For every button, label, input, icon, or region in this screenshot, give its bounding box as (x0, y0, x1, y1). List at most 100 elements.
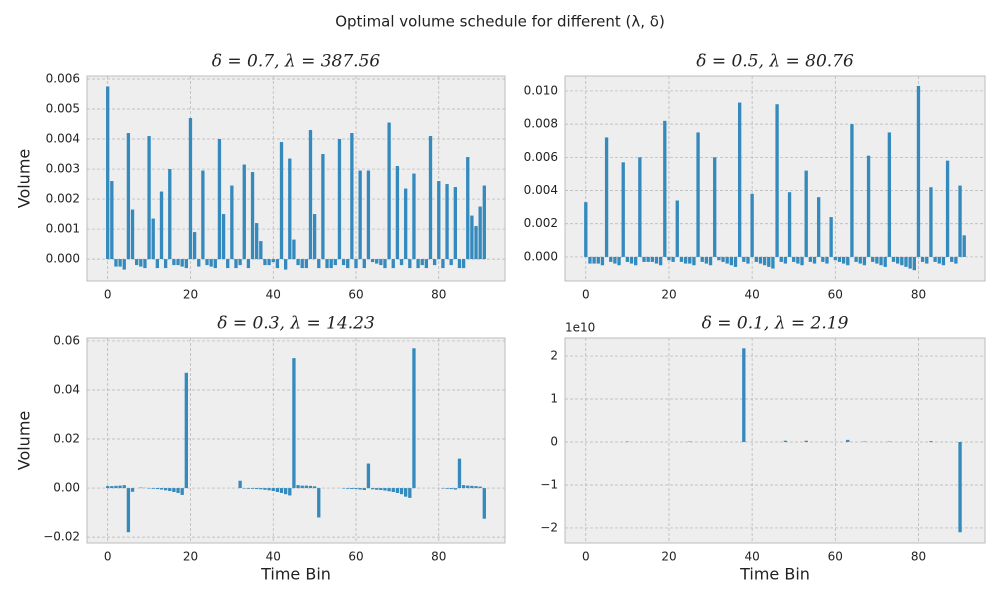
bar (929, 187, 933, 257)
bar (445, 184, 449, 260)
bar (217, 139, 222, 260)
y-axis-label: Volume (15, 149, 34, 209)
y-tick-label: 0.00 (53, 481, 80, 495)
bar (750, 193, 754, 257)
bar (871, 256, 875, 262)
bar (437, 181, 441, 260)
x-axis-label: Time Bin (260, 565, 331, 584)
bar (713, 157, 717, 257)
bar (184, 259, 188, 269)
bar (370, 488, 375, 490)
bar (399, 488, 404, 495)
y-tick-label: 1 (550, 392, 558, 406)
x-tick-label: 40 (266, 288, 281, 302)
bar (950, 256, 954, 262)
bar (941, 256, 946, 266)
y-tick-label: 0.000 (46, 252, 80, 266)
bar (209, 259, 213, 267)
bar (234, 259, 238, 269)
bar (308, 485, 313, 489)
bar (383, 259, 387, 269)
bar (408, 488, 412, 498)
bar (358, 488, 362, 490)
bar (192, 232, 197, 260)
bar (172, 259, 176, 266)
bar (725, 256, 729, 264)
bar (283, 259, 288, 270)
bar (721, 256, 725, 262)
bar (771, 256, 775, 269)
bar (122, 259, 126, 270)
bar (592, 256, 596, 264)
bar (958, 442, 962, 533)
bar (308, 130, 313, 260)
y-tick-label: 0.001 (46, 222, 80, 236)
bar (609, 256, 613, 262)
bar (783, 256, 788, 264)
bar (317, 259, 321, 269)
plot-area (564, 337, 986, 544)
y-tick-label: 0.002 (524, 216, 558, 230)
subplot-title: δ = 0.5, λ = 80.76 (696, 52, 854, 72)
bar (696, 132, 700, 257)
bar (354, 488, 358, 490)
bar (366, 170, 371, 260)
bar (221, 214, 226, 260)
bar (292, 358, 296, 489)
bar (387, 122, 391, 260)
bar (312, 486, 317, 489)
bar (708, 256, 713, 266)
bar (692, 256, 696, 266)
bar (904, 256, 908, 267)
bar (683, 256, 688, 264)
bar (250, 488, 255, 489)
x-tick-label: 80 (431, 288, 446, 302)
bar (139, 259, 143, 267)
bar (742, 348, 746, 443)
bar (188, 118, 193, 260)
bar (779, 256, 783, 262)
bar (804, 170, 808, 257)
bar (829, 217, 833, 257)
bar (201, 170, 205, 260)
bar (197, 259, 201, 267)
x-tick-label: 20 (183, 288, 198, 302)
bar (391, 488, 395, 492)
bar (114, 485, 118, 489)
bar (600, 256, 605, 266)
bar (130, 209, 135, 260)
bar (420, 259, 424, 266)
bar (891, 256, 896, 262)
bar (163, 259, 168, 269)
bar (883, 256, 887, 267)
y-tick-label: 0.008 (524, 117, 558, 131)
bar (474, 486, 478, 489)
bar (625, 256, 630, 262)
bar (449, 488, 453, 490)
bar (168, 488, 172, 492)
bar (296, 485, 300, 489)
bar (126, 488, 131, 533)
bar (862, 256, 867, 266)
y-tick-label: 0.04 (53, 382, 80, 396)
bar (246, 259, 251, 269)
bar (742, 256, 746, 262)
bar (387, 488, 391, 492)
y-tick-label: −0.02 (43, 530, 80, 544)
bar (271, 259, 275, 263)
bar (135, 259, 139, 266)
bar (163, 488, 168, 491)
bar (288, 158, 292, 260)
bar (663, 120, 667, 257)
bar (304, 485, 309, 489)
bar (267, 259, 271, 266)
bar (279, 488, 284, 493)
bar (962, 235, 966, 257)
bar (482, 488, 486, 519)
bar (925, 256, 929, 264)
y-axis-label: Volume (15, 411, 34, 471)
bar (667, 256, 671, 261)
y-tick-label: 2 (550, 349, 558, 363)
bar (122, 485, 126, 489)
bar (395, 488, 400, 493)
